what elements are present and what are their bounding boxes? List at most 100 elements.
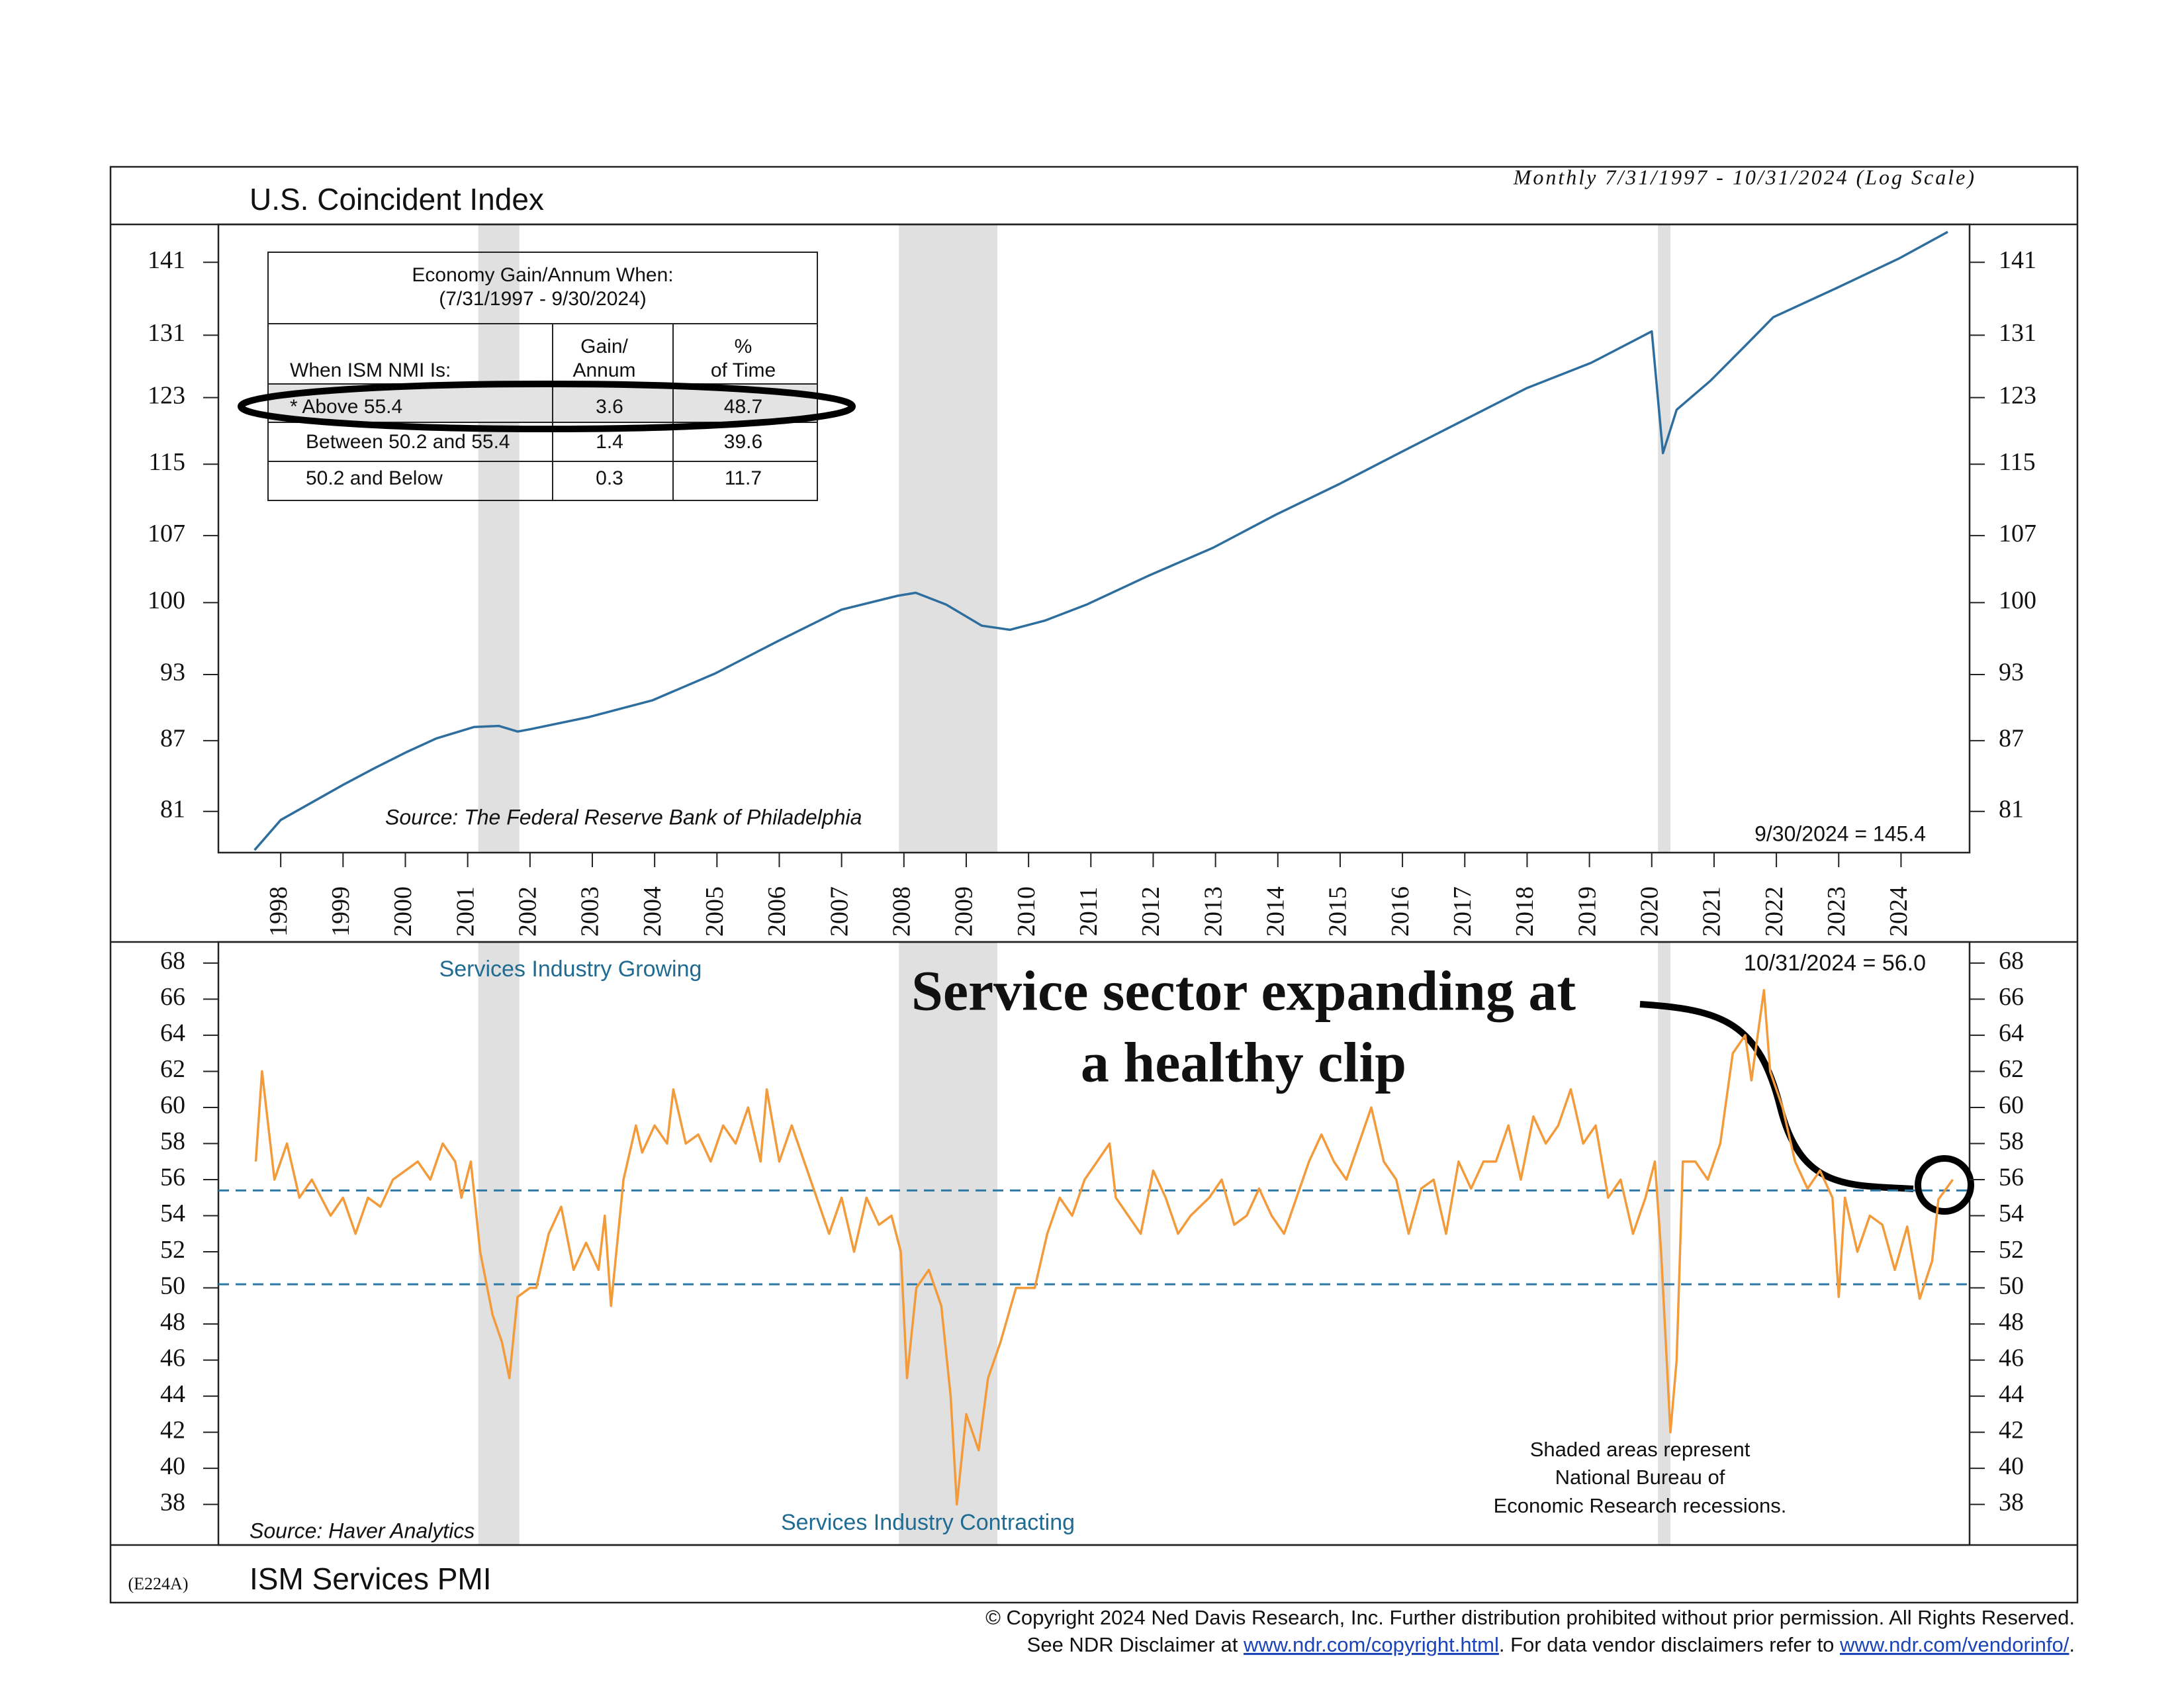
y-tick-label: 40 [1999, 1452, 2024, 1480]
subtitle: Monthly 7/31/1997 - 10/31/2024 (Log Scal… [1513, 165, 1976, 189]
y-tick-label: 60 [1999, 1092, 2024, 1119]
y-tick-label: 100 [148, 586, 185, 614]
y-tick-label: 54 [1999, 1199, 2024, 1227]
y-tick-label: 38 [160, 1488, 185, 1516]
y-tick-label: 62 [1999, 1055, 2024, 1083]
table-cell: 48.7 [724, 396, 762, 418]
x-tick-label: 2016 [1387, 886, 1414, 937]
recession-band [1658, 224, 1671, 853]
x-tick-label: 2003 [576, 886, 604, 937]
y-tick-label: 46 [1999, 1344, 2024, 1372]
copyright: © Copyright 2024 Ned Davis Research, Inc… [985, 1606, 2075, 1629]
x-tick-label: 2002 [514, 886, 542, 937]
vendor-link[interactable]: www.ndr.com/vendorinfo/ [1839, 1633, 2070, 1656]
callout-text: Service sector expanding at [911, 959, 1576, 1023]
x-tick-label: 2022 [1760, 886, 1788, 937]
table-cell: 0.3 [596, 467, 623, 489]
x-tick-label: 1998 [265, 886, 293, 937]
recession-band [899, 224, 998, 853]
disclaimer: See NDR Disclaimer at www.ndr.com/copyri… [1027, 1633, 2075, 1656]
y-tick-label: 44 [160, 1380, 185, 1408]
top-plot-frame [217, 223, 1971, 854]
top-title: U.S. Coincident Index [250, 182, 544, 216]
table-header: of Time [711, 359, 776, 381]
x-tick-label: 2000 [389, 886, 417, 937]
stats-table: Economy Gain/Annum When: (7/31/1997 - 9/… [238, 252, 856, 501]
chart-code: (E224A) [128, 1574, 189, 1593]
x-tick-label: 2021 [1698, 886, 1726, 937]
y-tick-label: 48 [160, 1308, 185, 1336]
y-tick-label: 68 [160, 947, 185, 975]
table-header: Gain/ [580, 336, 628, 357]
table-cell: 50.2 and Below [306, 467, 443, 489]
table-cell: 1.4 [596, 431, 623, 453]
y-tick-label: 131 [1999, 319, 2036, 347]
outer-frame [109, 165, 2079, 1604]
y-tick-label: 141 [1999, 246, 2036, 274]
y-tick-label: 64 [1999, 1019, 2024, 1047]
table-header: Annum [572, 359, 635, 381]
disclaimer-text: . For data vendor disclaimers refer to [1499, 1633, 1840, 1656]
y-tick-label: 58 [1999, 1127, 2024, 1155]
y-tick-label: 42 [1999, 1416, 2024, 1444]
x-tick-label: 2009 [950, 886, 978, 937]
y-tick-label: 62 [160, 1055, 185, 1083]
y-tick-label: 123 [148, 381, 185, 409]
y-tick-label: 50 [160, 1272, 185, 1299]
y-tick-label: 52 [160, 1236, 185, 1264]
x-tick-label: 2004 [639, 886, 666, 937]
x-tick-label: 2014 [1262, 886, 1290, 937]
callout-circle [1915, 1155, 1974, 1215]
y-tick-label: 66 [1999, 983, 2024, 1011]
x-tick-label: 1999 [327, 886, 355, 937]
x-tick-label: 2024 [1885, 886, 1913, 937]
recession-band [478, 224, 520, 853]
y-tick-label: 38 [1999, 1488, 2024, 1516]
x-tick-label: 2011 [1075, 887, 1103, 937]
table-cell: 39.6 [724, 431, 762, 453]
y-tick-label: 68 [1999, 947, 2024, 975]
recession-band [899, 942, 998, 1545]
y-tick-label: 93 [160, 659, 185, 686]
top-last-value: 9/30/2024 = 145.4 [1754, 821, 1926, 845]
y-tick-label: 107 [1999, 520, 2036, 547]
data-line [253, 230, 1948, 851]
x-tick-label: 2017 [1449, 886, 1477, 937]
y-tick-label: 64 [160, 1019, 185, 1047]
y-tick-label: 107 [148, 520, 185, 547]
table-cell: Between 50.2 and 55.4 [306, 431, 510, 453]
disclaimer-text: See NDR Disclaimer at [1027, 1633, 1244, 1656]
callout-text: a healthy clip [1081, 1031, 1406, 1094]
y-tick-label: 52 [1999, 1236, 2024, 1264]
y-tick-label: 87 [1999, 725, 2024, 753]
highlight-ellipse [238, 381, 856, 432]
x-tick-label: 2023 [1823, 886, 1850, 937]
recession-note: Shaded areas represent [1530, 1438, 1751, 1461]
table-frame [267, 252, 818, 501]
x-tick-label: 2007 [825, 886, 853, 937]
y-tick-label: 87 [160, 725, 185, 753]
y-tick-label: 81 [160, 795, 185, 823]
y-tick-label: 46 [160, 1344, 185, 1372]
recession-band [478, 942, 520, 1545]
y-tick-label: 115 [148, 448, 185, 476]
x-tick-label: 2015 [1324, 886, 1352, 937]
x-tick-label: 2012 [1137, 886, 1165, 937]
y-tick-label: 50 [1999, 1272, 2024, 1299]
y-tick-label: 93 [1999, 659, 2024, 686]
x-tick-label: 2010 [1013, 886, 1040, 937]
bottom-last-value: 10/31/2024 = 56.0 [1744, 951, 1926, 976]
y-tick-label: 56 [1999, 1164, 2024, 1192]
y-tick-label: 141 [148, 246, 185, 274]
x-tick-label: 2020 [1635, 886, 1663, 937]
top-source: Source: The Federal Reserve Bank of Phil… [385, 805, 862, 829]
y-tick-label: 42 [160, 1416, 185, 1444]
x-tick-label: 2018 [1511, 886, 1539, 937]
recession-note: National Bureau of [1555, 1466, 1725, 1489]
y-tick-label: 66 [160, 983, 185, 1011]
y-tick-label: 54 [160, 1199, 185, 1227]
copyright-link[interactable]: www.ndr.com/copyright.html [1243, 1633, 1499, 1656]
y-tick-label: 58 [160, 1127, 185, 1155]
y-tick-label: 81 [1999, 795, 2024, 823]
bottom-source: Source: Haver Analytics [250, 1519, 475, 1542]
